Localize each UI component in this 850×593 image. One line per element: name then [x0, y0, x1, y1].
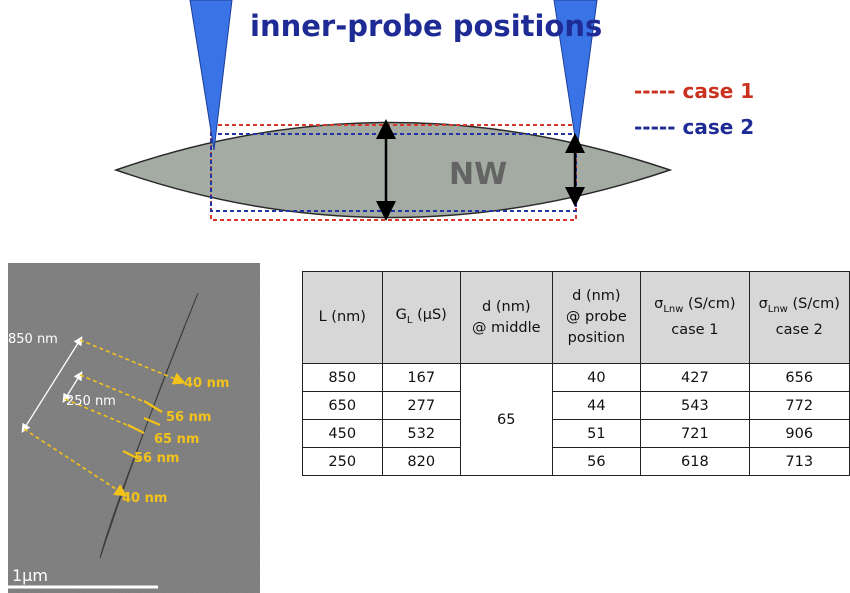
diameter-label-40-bottom: 40 nm: [122, 491, 167, 506]
cell-length: 850: [302, 363, 383, 392]
diameter-label-56-upper: 56 nm: [166, 410, 211, 425]
table-row: 850 167 65 40 427 656: [302, 363, 850, 476]
cell-d-middle: 65: [459, 363, 553, 476]
header-d-middle: d (nm) @ middle: [459, 271, 553, 364]
header-sigma-case2: σLnw (S/cm) case 2: [748, 271, 850, 364]
conductivity-table: L (nm) GL (μS) d (nm) @ middle d (nm) @ pr…: [302, 271, 850, 476]
cell-sigma-case1: 427: [640, 363, 750, 392]
length-850-label: 850 nm: [8, 332, 58, 347]
nanowire-label: NW: [449, 157, 507, 192]
cell-sigma-case1: 543: [640, 391, 750, 420]
cell-sigma-case2: 772: [748, 391, 850, 420]
cell-sigma-case2: 713: [748, 447, 850, 476]
cell-length: 450: [302, 419, 383, 448]
cell-conductance: 532: [381, 419, 461, 448]
cell-conductance: 277: [381, 391, 461, 420]
length-850-arrow: [21, 336, 83, 433]
sem-image: 850 nm 250 nm 40 nm 56 nm 65 nm 56 nm 40…: [8, 263, 260, 593]
diameter-label-56-lower: 56 nm: [134, 451, 179, 466]
header-length: L (nm): [302, 271, 383, 364]
legend-case1: ----- case 1: [634, 79, 754, 103]
right-probe-icon: [553, 0, 598, 151]
cell-length: 650: [302, 391, 383, 420]
cell-sigma-case2: 906: [748, 419, 850, 448]
table-row: 450 532 51 721 906: [302, 419, 850, 448]
table-row: 250 820 56 618 713: [302, 447, 850, 476]
diagram-title: inner-probe positions: [250, 9, 602, 43]
length-250-label: 250 nm: [66, 394, 116, 409]
header-d-probe: d (nm) @ probe position: [551, 271, 642, 364]
cell-d-probe: 56: [551, 447, 642, 476]
cell-conductance: 820: [381, 447, 461, 476]
length-250-arrow: [62, 371, 83, 403]
cell-d-probe: 44: [551, 391, 642, 420]
cell-d-probe: 40: [551, 363, 642, 392]
table-header-row: L (nm) GL (μS) d (nm) @ middle d (nm) @ pr…: [302, 271, 850, 364]
header-conductance: GL (μS): [381, 271, 461, 364]
scale-bar-label: 1μm: [12, 566, 48, 585]
diameter-label-40-top: 40 nm: [184, 376, 229, 391]
table-row: 650 277 44 543 772: [302, 391, 850, 420]
cell-length: 250: [302, 447, 383, 476]
left-probe-icon: [189, 0, 233, 151]
sem-nanowire: [99, 292, 199, 559]
cell-sigma-case1: 618: [640, 447, 750, 476]
cell-sigma-case2: 656: [748, 363, 850, 392]
cell-sigma-case1: 721: [640, 419, 750, 448]
header-sigma-case1: σLnw (S/cm) case 1: [640, 271, 750, 364]
diameter-label-65: 65 nm: [154, 432, 199, 447]
cell-d-probe: 51: [551, 419, 642, 448]
cell-conductance: 167: [381, 363, 461, 392]
legend-case2: ----- case 2: [634, 115, 754, 139]
nanowire-shape: [113, 121, 673, 219]
probe-diagram: inner-probe positions ----- case 1 -----…: [113, 0, 754, 221]
